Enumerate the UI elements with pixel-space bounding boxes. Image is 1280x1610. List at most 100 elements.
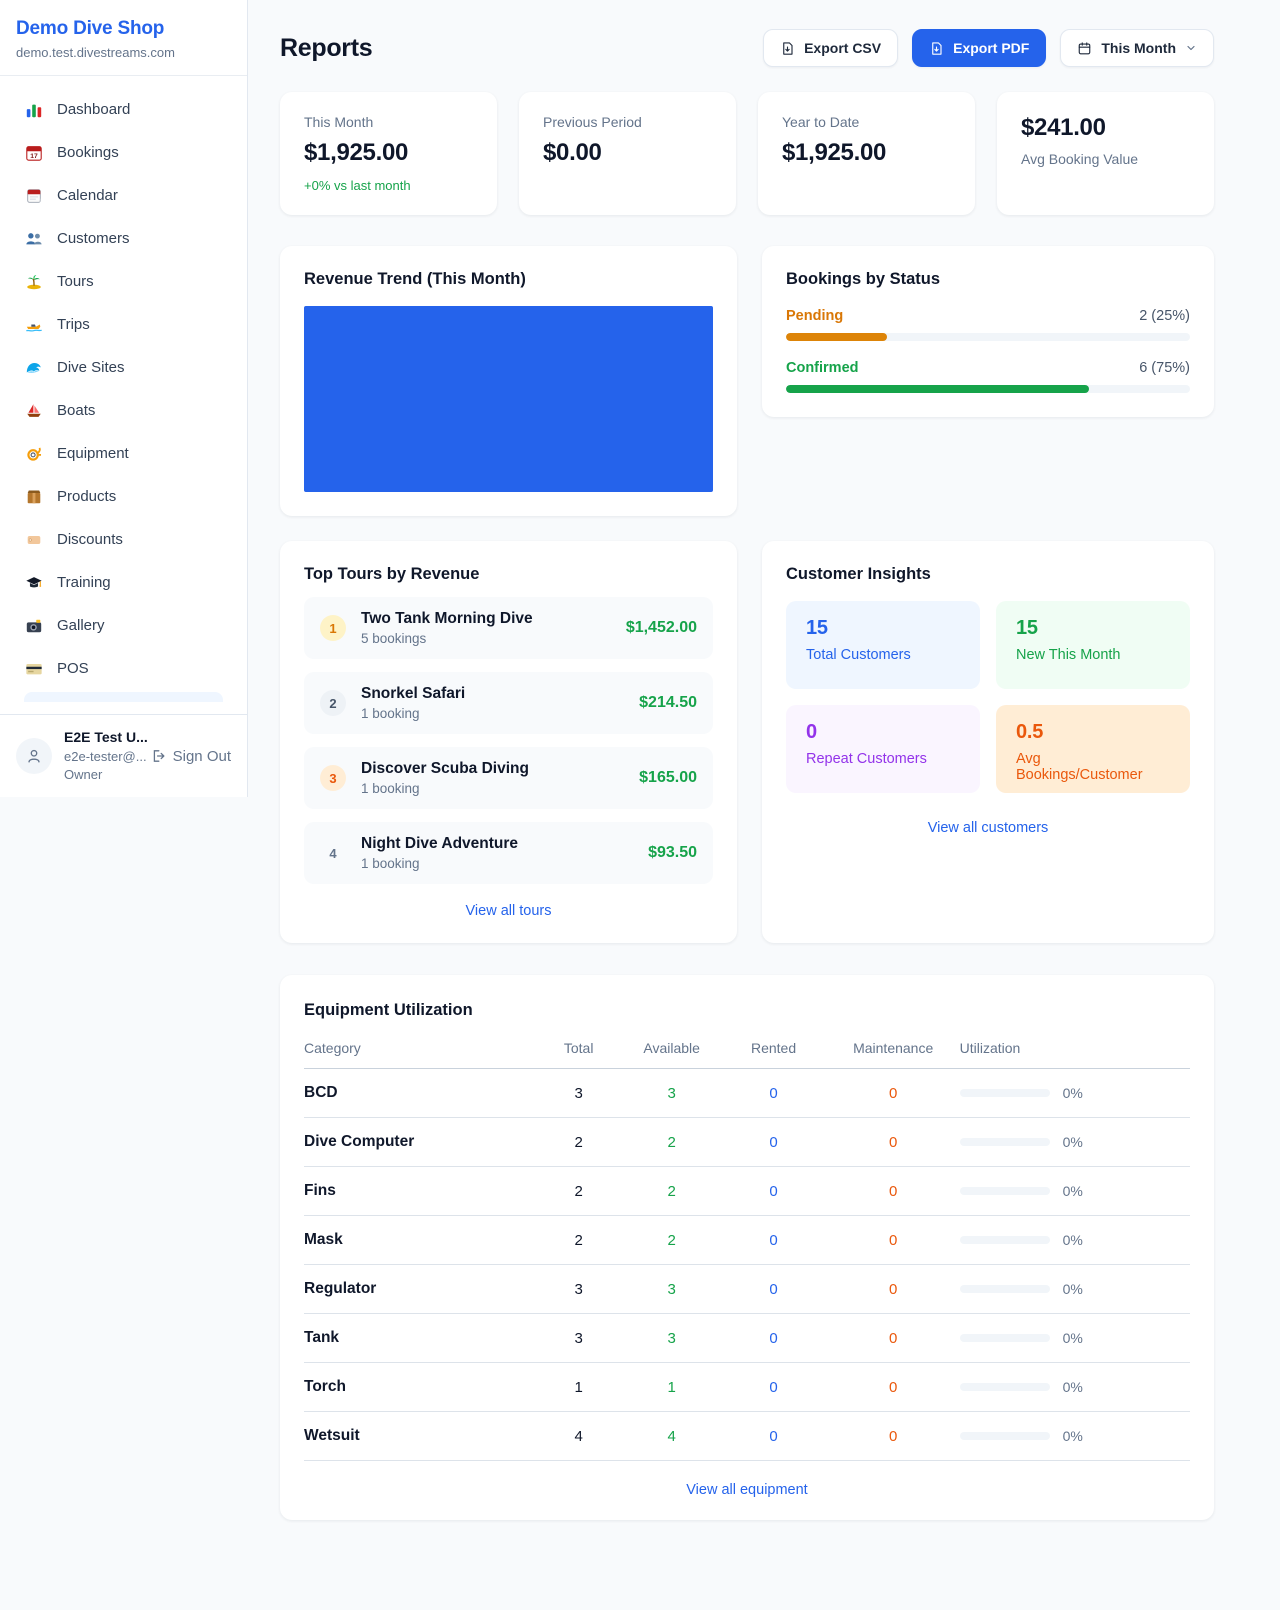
- sidebar-item-calendar[interactable]: Calendar: [12, 174, 235, 217]
- view-all-customers-link[interactable]: View all customers: [927, 820, 1049, 836]
- view-all-tours-link[interactable]: View all tours: [465, 903, 552, 919]
- cell-available: 4: [622, 1411, 721, 1461]
- utilization-cell: 0%: [959, 1330, 1190, 1346]
- utilization-bar: [959, 1089, 1050, 1097]
- sign-out-label: Sign Out: [172, 747, 231, 765]
- sidebar-item-label: Customers: [57, 230, 130, 247]
- status-group-confirmed: Confirmed 6 (75%): [786, 360, 1190, 393]
- tour-revenue: $165.00: [639, 769, 697, 786]
- sidebar-item-customers[interactable]: Customers: [12, 217, 235, 260]
- sidebar-item-bookings[interactable]: 17 Bookings: [12, 131, 235, 174]
- sidebar-item-discounts[interactable]: Discounts: [12, 518, 235, 561]
- island-icon: [24, 272, 44, 292]
- calendar-pad-icon: [24, 186, 44, 206]
- sidebar-item-label: Equipment: [57, 445, 129, 462]
- tile-value: 0.5: [1016, 721, 1044, 743]
- sidebar-item-dashboard[interactable]: Dashboard: [12, 88, 235, 131]
- sidebar-item-reports-partial[interactable]: [24, 692, 223, 702]
- utilization-cell: 0%: [959, 1134, 1190, 1150]
- equipment-table: Category Total Available Rented Maintena…: [304, 1024, 1190, 1461]
- table-row: Tank 3 3 0 0 0%: [304, 1313, 1190, 1363]
- tour-name: Night Dive Adventure: [361, 835, 519, 852]
- page-header: Reports Export CSV Export PDF This Month: [280, 29, 1214, 67]
- bookings-by-status-title: Bookings by Status: [786, 270, 941, 288]
- view-all-equipment-link[interactable]: View all equipment: [686, 1482, 808, 1498]
- utilization-bar: [959, 1432, 1050, 1440]
- table-row: Dive Computer 2 2 0 0 0%: [304, 1117, 1190, 1167]
- header-actions: Export CSV Export PDF This Month: [763, 29, 1214, 67]
- tile-avg-bookings-customer: 0.5 Avg Bookings/Customer: [996, 705, 1190, 793]
- brand-name[interactable]: Demo Dive Shop: [16, 18, 165, 39]
- rank-badge: 3: [320, 765, 346, 791]
- cell-available: 3: [622, 1068, 721, 1118]
- utilization-cell: 0%: [959, 1379, 1190, 1395]
- equipment-utilization-title: Equipment Utilization: [304, 1001, 473, 1019]
- status-label-confirmed: Confirmed: [786, 360, 859, 376]
- cell-rented: 0: [720, 1411, 827, 1461]
- export-pdf-button[interactable]: Export PDF: [912, 29, 1047, 67]
- cell-available: 3: [622, 1313, 721, 1363]
- export-csv-button[interactable]: Export CSV: [763, 29, 899, 67]
- tour-list-item[interactable]: 3 Discover Scuba Diving 1 booking $165.0…: [304, 747, 713, 809]
- utilization-percent: 0%: [1062, 1134, 1083, 1150]
- stat-value: $0.00: [543, 139, 602, 166]
- utilization-cell: 0%: [959, 1085, 1190, 1101]
- cell-total: 2: [534, 1215, 623, 1265]
- sidebar-item-label: Boats: [57, 402, 96, 419]
- sidebar-item-label: Trips: [57, 316, 90, 333]
- package-icon: [24, 487, 44, 507]
- utilization-bar: [959, 1187, 1050, 1195]
- sidebar-item-pos[interactable]: POS: [12, 647, 235, 690]
- table-row: Mask 2 2 0 0 0%: [304, 1215, 1190, 1265]
- sidebar-item-tours[interactable]: Tours: [12, 260, 235, 303]
- stat-label: This Month: [304, 114, 374, 130]
- cell-total: 1: [534, 1362, 623, 1412]
- period-dropdown[interactable]: This Month: [1060, 29, 1214, 67]
- stat-cards-row: This Month $1,925.00 +0% vs last month P…: [280, 92, 1214, 215]
- page-title: Reports: [280, 33, 373, 62]
- sidebar-item-label: Training: [57, 574, 111, 591]
- sidebar-item-training[interactable]: Training: [12, 561, 235, 604]
- sidebar-item-trips[interactable]: Trips: [12, 303, 235, 346]
- sidebar-item-label: Bookings: [57, 144, 119, 161]
- charts-row: Revenue Trend (This Month) Bookings by S…: [280, 246, 1214, 516]
- tile-value: 0: [806, 721, 817, 743]
- sidebar-item-equipment[interactable]: Equipment: [12, 432, 235, 475]
- tour-list-item[interactable]: 4 Night Dive Adventure 1 booking $93.50: [304, 822, 713, 884]
- tour-list-item[interactable]: 1 Two Tank Morning Dive 5 bookings $1,45…: [304, 597, 713, 659]
- tile-label: New This Month: [1016, 647, 1121, 663]
- customer-insights-title: Customer Insights: [786, 565, 931, 583]
- export-csv-label: Export CSV: [804, 40, 882, 56]
- bar-chart-icon: [24, 100, 44, 120]
- calendar-icon: [1077, 41, 1092, 56]
- speedboat-icon: [24, 315, 44, 335]
- utilization-cell: 0%: [959, 1428, 1190, 1444]
- sidebar-item-products[interactable]: Products: [12, 475, 235, 518]
- sign-out-button[interactable]: Sign Out: [150, 748, 231, 765]
- tile-value: 15: [806, 617, 828, 639]
- status-count-pending: 2 (25%): [1139, 308, 1190, 324]
- cell-category: Regulator: [304, 1264, 535, 1314]
- cell-total: 2: [534, 1117, 623, 1167]
- tour-list-item[interactable]: 2 Snorkel Safari 1 booking $214.50: [304, 672, 713, 734]
- user-info: E2E Test U... e2e-tester@... Owner: [64, 728, 148, 784]
- cell-total: 3: [534, 1264, 623, 1314]
- svg-text:17: 17: [30, 153, 38, 160]
- cell-category: Dive Computer: [304, 1117, 535, 1167]
- tour-revenue: $1,452.00: [625, 619, 697, 636]
- cell-maintenance: 0: [826, 1117, 960, 1167]
- cell-category: Torch: [304, 1362, 535, 1412]
- progress-fill-confirmed: [786, 385, 1089, 393]
- sidebar-item-gallery[interactable]: Gallery: [12, 604, 235, 647]
- cell-rented: 0: [720, 1117, 827, 1167]
- chevron-down-icon: [1185, 42, 1197, 54]
- sidebar-item-boats[interactable]: Boats: [12, 389, 235, 432]
- cell-category: Wetsuit: [304, 1411, 535, 1461]
- cell-available: 3: [622, 1264, 721, 1314]
- cell-maintenance: 0: [826, 1166, 960, 1216]
- equipment-utilization-card: Equipment Utilization Category Total Ava…: [280, 975, 1214, 1520]
- cell-category: Tank: [304, 1313, 535, 1363]
- customer-insights-card: Customer Insights 15 Total Customers 15 …: [762, 541, 1214, 943]
- sidebar-item-dive-sites[interactable]: Dive Sites: [12, 346, 235, 389]
- cell-category: Mask: [304, 1215, 535, 1265]
